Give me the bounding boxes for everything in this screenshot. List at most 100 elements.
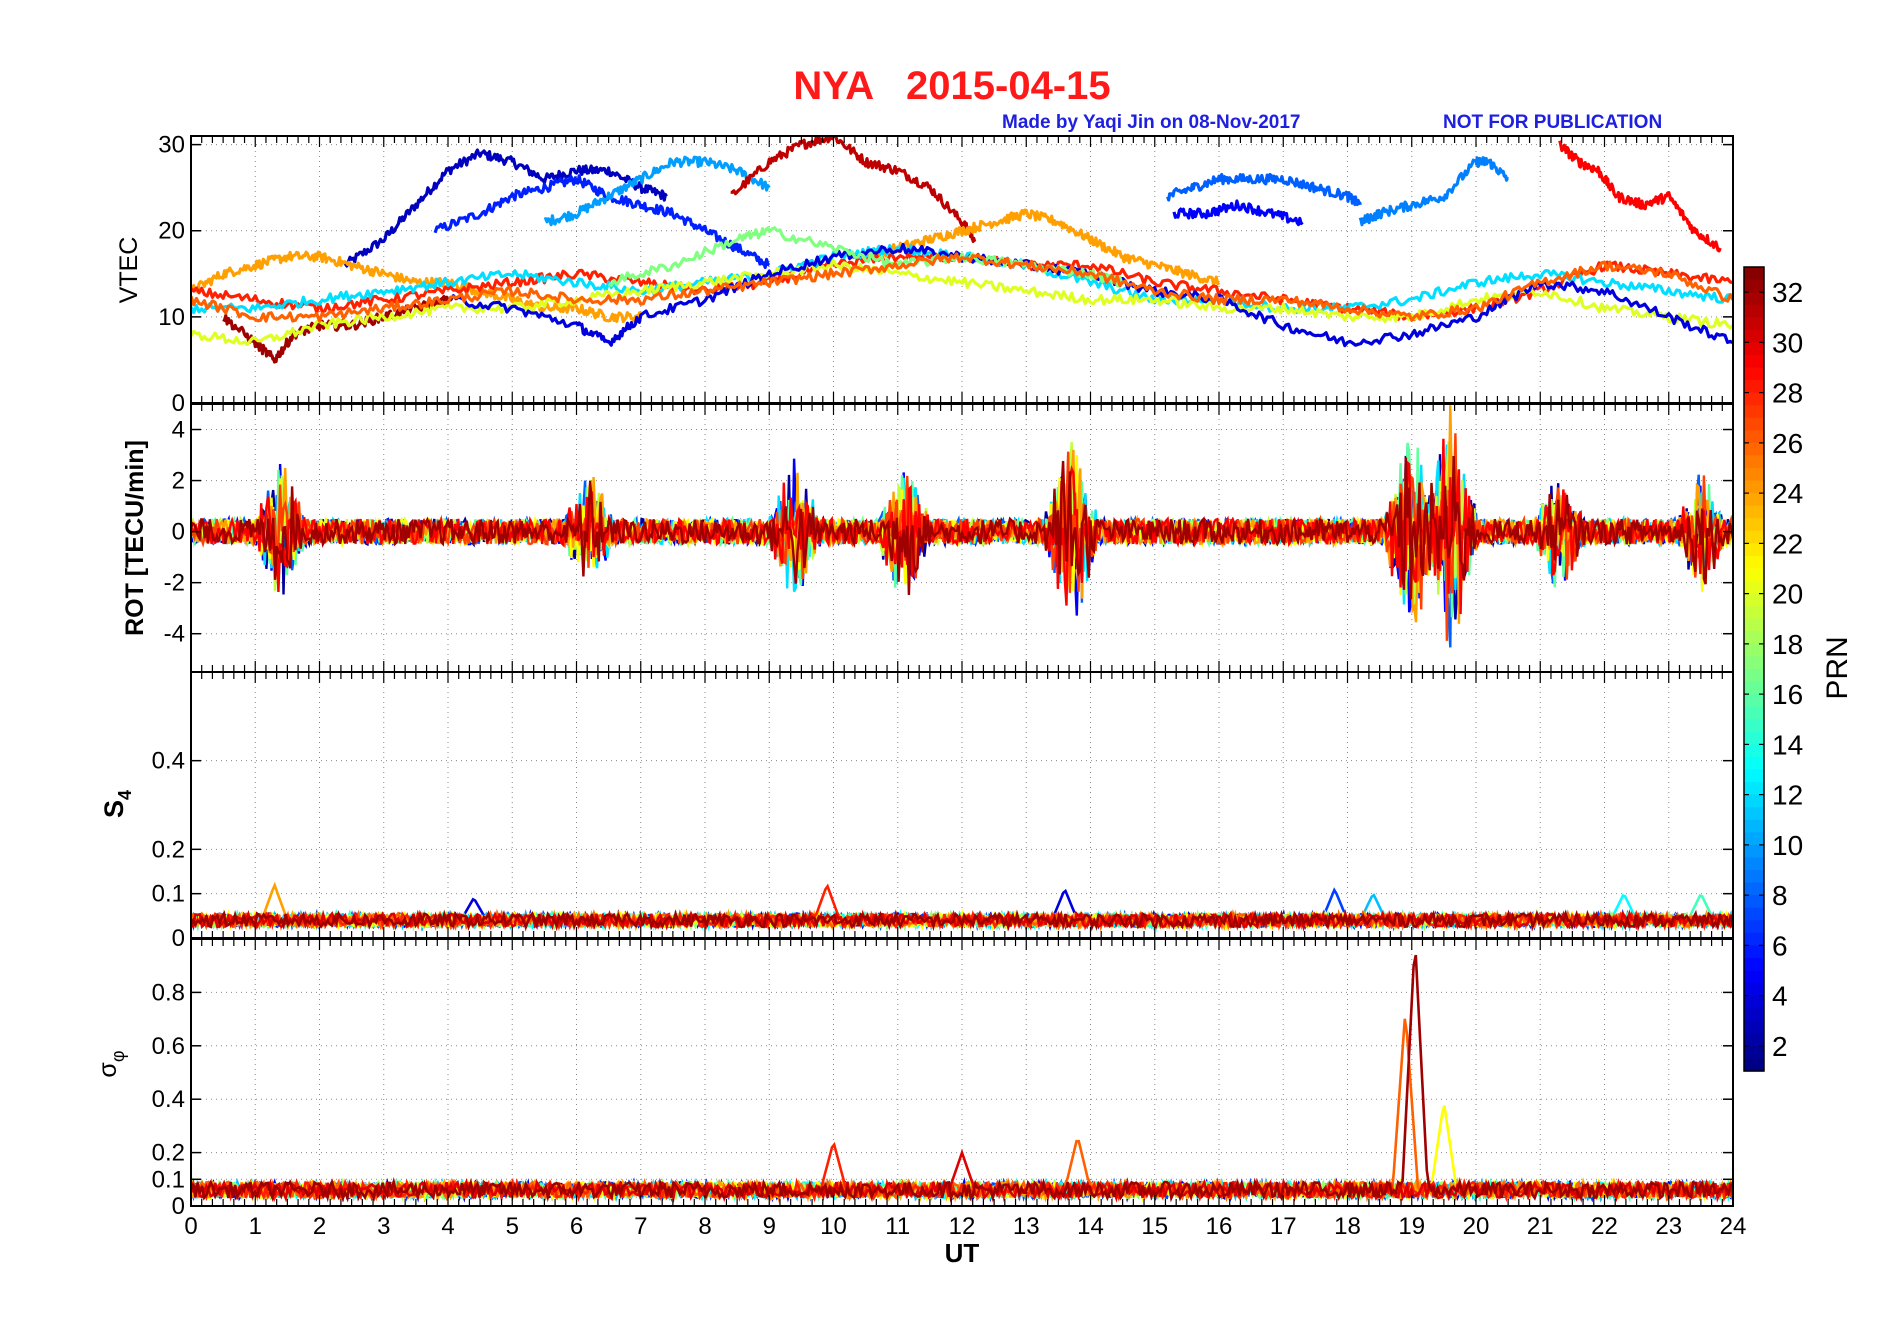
rot-series-line (191, 447, 1733, 648)
y-axis-label-sigma-phi: σφ (94, 1050, 128, 1077)
x-tick-label: 4 (441, 1213, 454, 1240)
axes-frame (190, 938, 1734, 1207)
colorbar-tick-label: 18 (1772, 629, 1803, 660)
colorbar-segment (1744, 530, 1764, 544)
rot-series-group (191, 405, 1733, 648)
colorbar-tick-label: 16 (1772, 679, 1803, 710)
colorbar-segment (1744, 756, 1764, 771)
x-tick-label: 21 (1527, 1213, 1554, 1240)
colorbar-frame (1743, 266, 1765, 1072)
vtec-series-group (191, 136, 1733, 364)
colorbar-segment (1744, 656, 1764, 670)
colorbar-segment (1744, 581, 1764, 595)
colorbar-segment (1744, 1058, 1764, 1072)
colorbar-tick-label: 8 (1772, 880, 1788, 911)
colorbar-segment (1744, 669, 1764, 683)
y-axis-label-rot: ROT [TECU/min] (121, 440, 149, 636)
colorbar-segment (1744, 606, 1764, 620)
colorbar-tick-label: 28 (1772, 378, 1803, 409)
credit-text: Made by Yaqi Jin on 08-Nov-2017 (1002, 112, 1301, 133)
vtec-series-line (1166, 172, 1362, 207)
y-tick-label: 0 (172, 925, 185, 952)
vtec-series-line (607, 226, 1124, 288)
y-tick-label: 0.6 (152, 1033, 185, 1060)
colorbar-segment (1744, 857, 1764, 871)
x-tick-label: 14 (1077, 1213, 1104, 1240)
vtec-series-line (191, 252, 1733, 323)
y-tick-label: 0.1 (152, 1166, 185, 1193)
colorbar-segment (1744, 731, 1764, 745)
colorbar-segment (1744, 643, 1764, 658)
rot-series-line (191, 455, 1733, 600)
axes-frame (190, 671, 1734, 939)
colorbar-tick-label: 12 (1772, 780, 1803, 811)
vtec-series-line (433, 174, 771, 270)
x-tick-label: 23 (1655, 1213, 1682, 1240)
colorbar-segment (1744, 932, 1764, 946)
colorbar-segment (1744, 719, 1764, 733)
x-tick-label: 15 (1141, 1213, 1168, 1240)
y-tick-label: 10 (158, 304, 185, 331)
x-tick-label: 3 (377, 1213, 390, 1240)
s4-series-line (191, 909, 1733, 932)
colorbar-label: PRN (1821, 636, 1854, 699)
colorbar-segment (1744, 1045, 1764, 1060)
rot-series-line (191, 433, 1733, 641)
colorbar-segment (1744, 279, 1764, 293)
colorbar-segment (1744, 957, 1764, 972)
colorbar-tick-label: 24 (1772, 478, 1803, 509)
vtec-series-line (1558, 140, 1722, 253)
colorbar-tick-label: 14 (1772, 729, 1803, 760)
vtec-series-line (1172, 199, 1304, 227)
colorbar-segment (1744, 1020, 1764, 1034)
colorbar-tick-label: 4 (1772, 981, 1788, 1012)
y-tick-label: 0 (172, 519, 185, 546)
colorbar-tick-label: 30 (1772, 327, 1803, 358)
x-tick-label: 9 (763, 1213, 776, 1240)
colorbar-segment (1744, 706, 1764, 720)
x-tick-label: 18 (1334, 1213, 1361, 1240)
colorbar-segment (1744, 555, 1764, 570)
x-tick-label: 8 (698, 1213, 711, 1240)
colorbar-tick-label: 22 (1772, 528, 1803, 559)
x-tick-label: 24 (1720, 1213, 1747, 1240)
publication-notice: NOT FOR PUBLICATION (1443, 112, 1663, 133)
colorbar-segment (1744, 870, 1764, 884)
x-tick-label: 10 (820, 1213, 847, 1240)
x-tick-label: 17 (1270, 1213, 1297, 1240)
x-axis-label: UT (945, 1238, 980, 1268)
colorbar-tick-label: 32 (1772, 277, 1803, 308)
colorbar-segment (1744, 518, 1764, 532)
colorbar-segment (1744, 744, 1764, 758)
y-tick-label: 0.4 (152, 748, 185, 775)
colorbar-tick-label: 6 (1772, 930, 1788, 961)
colorbar-segment (1744, 920, 1764, 934)
colorbar-segment (1744, 832, 1764, 846)
colorbar-segment (1744, 505, 1764, 519)
x-tick-label: 11 (885, 1213, 910, 1240)
colorbar-segment (1744, 769, 1764, 783)
vtec-series-line (1358, 156, 1510, 227)
colorbar-segment (1744, 304, 1764, 318)
s4-series-group (191, 881, 1733, 932)
colorbar-tick-label: 10 (1772, 830, 1803, 861)
colorbar-tick-label: 26 (1772, 428, 1803, 459)
colorbar-segment (1744, 430, 1764, 444)
colorbar-segment (1744, 1008, 1764, 1022)
x-tick-label: 5 (506, 1213, 519, 1240)
data-layer (191, 136, 1733, 1203)
x-tick-label: 7 (634, 1213, 647, 1240)
y-tick-label: 2 (172, 468, 185, 495)
colorbar-segment (1744, 342, 1764, 356)
colorbar-segment (1744, 694, 1764, 708)
colorbar-tick-label: 20 (1772, 579, 1803, 610)
colorbar-segment (1744, 468, 1764, 482)
colorbar-segment (1744, 292, 1764, 306)
y-tick-label: 20 (158, 218, 185, 245)
colorbar-segment (1744, 970, 1764, 984)
colorbar-segment (1744, 907, 1764, 921)
colorbar-segment (1744, 329, 1764, 343)
y-tick-label: 4 (172, 417, 185, 444)
colorbar-segment (1744, 442, 1764, 457)
